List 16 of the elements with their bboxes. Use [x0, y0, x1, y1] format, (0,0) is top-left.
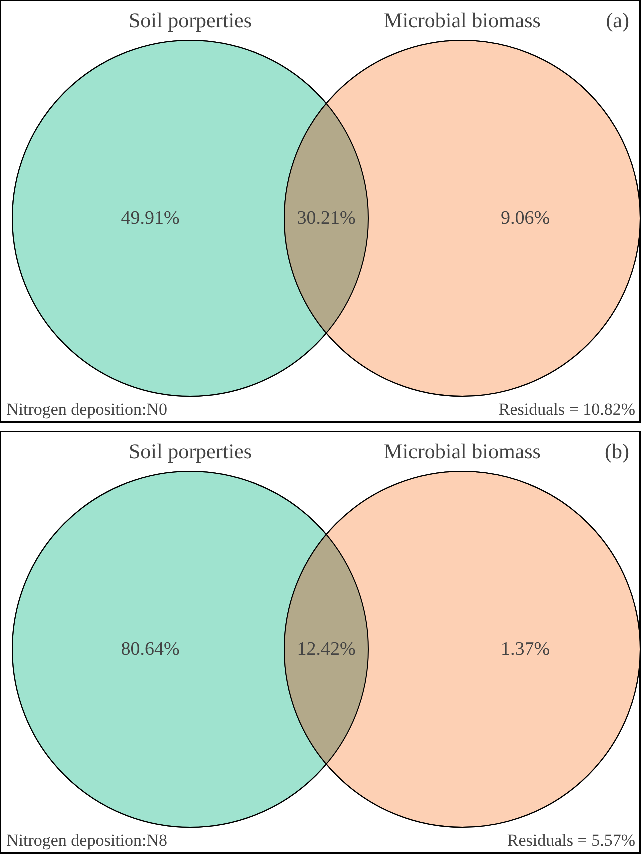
text: Residuals = 10.82%	[498, 400, 636, 419]
text: Nitrogen deposition:N0	[6, 400, 168, 419]
text: (b)	[605, 440, 630, 464]
text: Microbial biomass	[384, 440, 541, 464]
text: Soil porperties	[128, 8, 252, 32]
text: (a)	[606, 8, 630, 32]
text: Soil porperties	[128, 440, 252, 464]
text: Residuals = 5.57%	[507, 831, 636, 850]
text: Microbial biomass	[384, 8, 541, 32]
data-label: 9.06%	[500, 208, 550, 229]
data-label: 1.37%	[500, 639, 550, 660]
data-label: 30.21%	[297, 208, 356, 229]
text: Nitrogen deposition:N8	[6, 831, 168, 850]
data-label: 49.91%	[121, 208, 180, 229]
data-label: 80.64%	[121, 639, 180, 660]
data-label: 12.42%	[297, 639, 356, 660]
